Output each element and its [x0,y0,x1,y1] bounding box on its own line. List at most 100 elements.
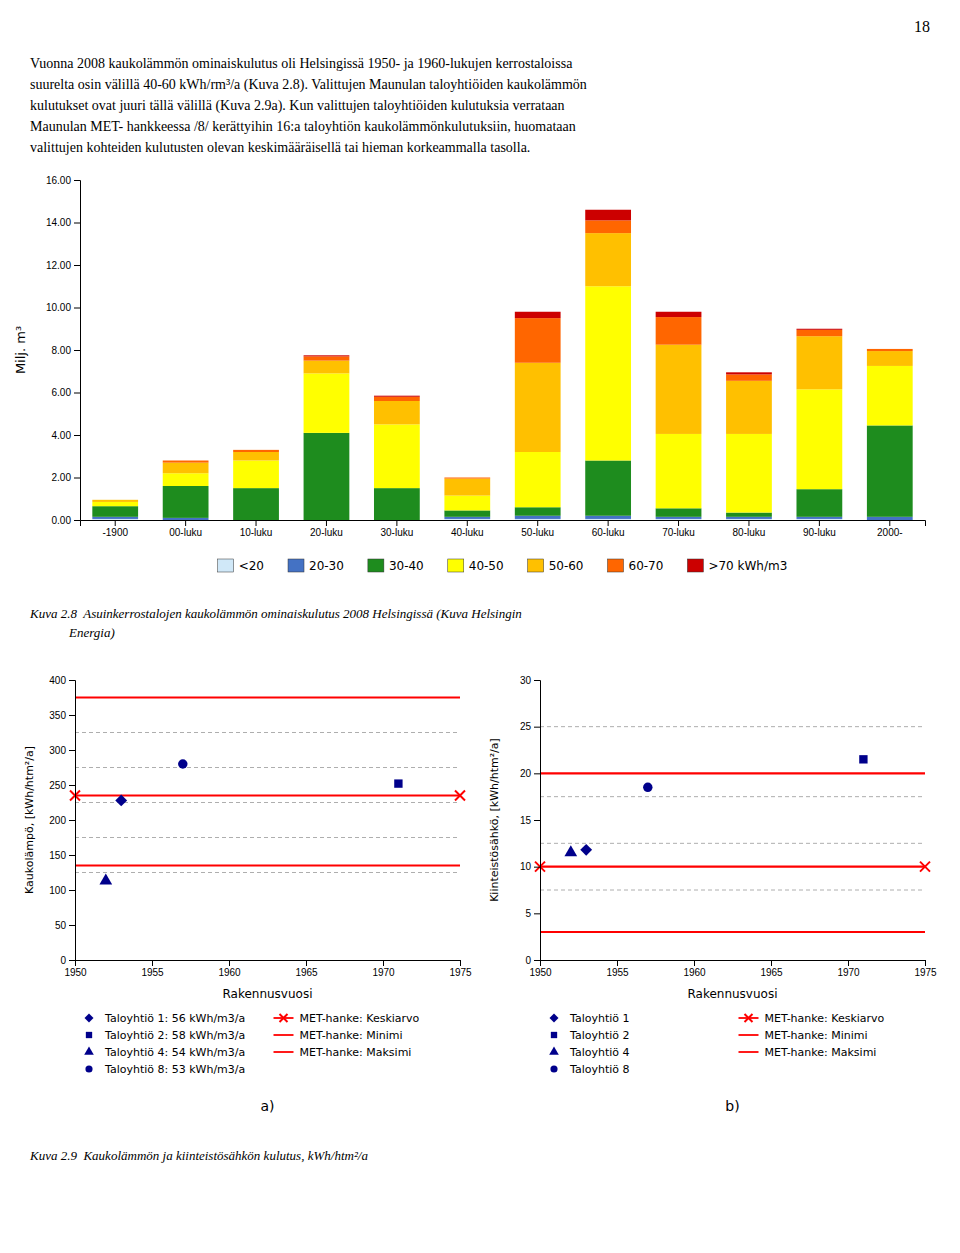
tick-mark [617,960,618,966]
tick: 2000- [877,520,903,538]
legend-label: >70 kWh/m3 [708,559,787,573]
tick-mark [608,520,609,526]
legend-label: MET-hanke: Maksimi [765,1046,877,1059]
point [99,874,112,885]
tick-mark [74,308,80,309]
tick-mark [534,820,540,821]
tick-label: 10.00 [46,302,71,313]
tick: 70-luku [662,520,695,538]
legend: Taloyhtiö 1: 56 kWh/m3/aTaloyhtiö 2: 58 … [84,1012,419,1076]
bar-segment [444,478,490,479]
bar-segment [867,349,913,351]
tick: 300 [49,745,75,756]
tick-label: 40-luku [451,527,484,538]
tick-label: 00-luku [169,527,202,538]
reference-line [540,843,925,844]
series-line [540,931,925,933]
reference-line [540,796,925,797]
tick: 14.00 [46,217,80,228]
legend-swatch [739,1034,759,1036]
tick-label: 200 [49,815,66,826]
bar-segment [92,499,138,500]
axis-title: Kiinteistösähkö, [kWh/htm²/a] [488,738,501,902]
legend-marker [550,1014,559,1023]
legend: <2020-3030-4040-5050-6060-70>70 kWh/m3 [218,559,788,573]
legend-item: MET-hanke: Maksimi [739,1046,877,1059]
legend-item: Taloyhtiö 2 [551,1029,630,1042]
tick-label: 0.00 [52,515,72,526]
plot-marks [535,727,930,932]
bar-segment [92,502,138,506]
tick-mark [69,855,75,856]
bar-segment [796,330,842,336]
bar-segment [374,488,420,520]
legend-marker [85,1014,94,1023]
tick-label: 30-luku [380,527,413,538]
tick-mark [771,960,772,966]
tick-label: 4.00 [52,430,72,441]
tick: 1955 [141,960,164,978]
tick-mark [74,520,80,521]
tick-mark [925,960,926,966]
bar-segment [374,397,420,401]
tick: 20-luku [310,520,343,538]
tick-label: 1965 [760,967,783,978]
bar-segment [304,356,350,360]
tick: 50 [55,920,75,931]
tick-label: 20-luku [310,527,343,538]
tick-label: 6.00 [52,387,72,398]
series-line [540,772,925,774]
tick-mark [396,520,397,526]
legend-swatch [368,559,384,572]
tick-label: 20 [520,768,532,779]
tick: 1970 [837,960,860,978]
tick-label: 1975 [449,967,472,978]
bar-segment [585,516,631,519]
bar-segment [726,513,772,517]
legend-swatch [288,559,304,572]
legend-marker [551,1032,557,1038]
axis-title: Rakennusvuosi [687,987,777,1001]
legend-marker [745,1014,753,1022]
bar-segment [304,355,350,356]
tick-mark [748,520,749,526]
axis: 195019551960196519701975 [529,960,937,978]
legend-swatch [274,1034,294,1036]
tick: 0.00 [52,515,80,526]
bar-segment [796,329,842,330]
bar-segment [515,519,561,520]
tick: 12.00 [46,260,80,271]
legend-label: Taloyhtiö 2 [569,1029,630,1042]
caption: Energia) [30,625,115,640]
legend-label: 60-70 [629,559,664,573]
tick-label: 50-luku [521,527,554,538]
tick-mark [537,520,538,526]
bar-segment [585,519,631,520]
tick: 10-luku [240,520,273,538]
bar-segment [444,510,490,516]
bar-segment [444,477,490,478]
bar-segment [796,519,842,520]
bar-segment [92,517,138,519]
tick-mark [848,960,849,966]
tick: 5 [525,908,540,919]
tick-label: 5 [525,908,531,919]
tick-mark [69,750,75,751]
tick-label: 300 [49,745,66,756]
tick-mark [678,520,679,526]
tick-label: 60-luku [592,527,625,538]
legend-label: Taloyhtiö 2: 58 kWh/m3/a [104,1029,245,1042]
tick-label: 14.00 [46,217,71,228]
bar-segment [867,351,913,366]
tick-label: 1975 [914,967,937,978]
tick-mark [115,520,116,526]
tick: 1960 [683,960,706,978]
axis-line [74,181,81,521]
tick: 1965 [760,960,783,978]
tick: 30 [520,675,540,686]
tick-mark [326,520,327,526]
tick-label: 1960 [218,967,241,978]
series-line [75,794,460,796]
tick-mark [69,785,75,786]
reference-line [540,890,925,891]
